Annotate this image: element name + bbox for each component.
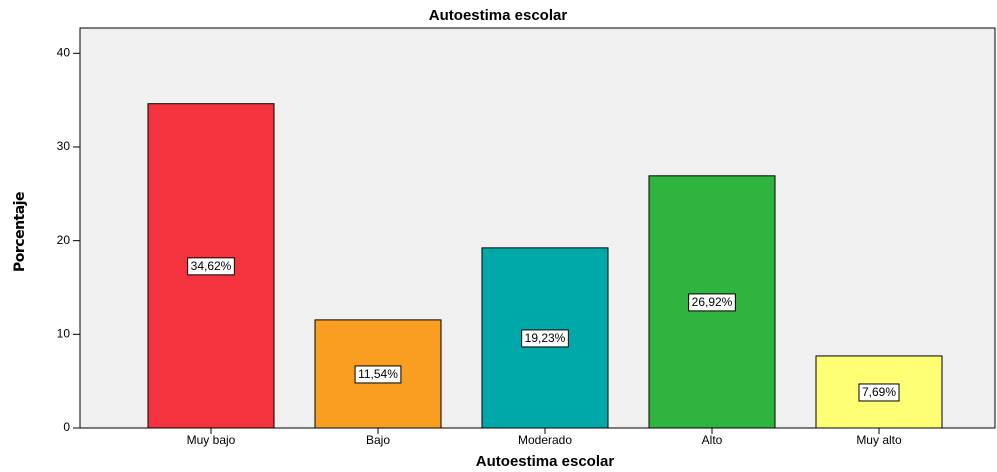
x-tick-label: Muy alto <box>856 433 902 447</box>
y-tick-label: 20 <box>57 233 71 247</box>
x-tick-label: Bajo <box>366 433 390 447</box>
data-label-box <box>521 329 569 348</box>
data-label-box <box>187 257 235 276</box>
data-label: 11,54% <box>358 367 398 381</box>
data-label: 34,62% <box>191 259 232 273</box>
y-tick-label: 0 <box>63 420 70 434</box>
x-tick-label: Moderado <box>518 433 572 447</box>
y-tick-label: 30 <box>57 139 71 153</box>
data-label: 19,23% <box>525 331 566 345</box>
data-label-box <box>354 365 402 384</box>
y-tick-label: 40 <box>57 45 71 59</box>
data-label: 26,92% <box>692 295 733 309</box>
x-tick-label: Muy bajo <box>187 433 236 447</box>
data-label: 7,69% <box>862 385 896 399</box>
data-label-box <box>858 383 900 402</box>
x-axis-title: Autoestima escolar <box>476 453 615 470</box>
data-label-box <box>688 293 736 312</box>
y-axis-title: Porcentaje <box>12 192 28 272</box>
x-tick-label: Alto <box>702 433 723 447</box>
y-tick-label: 10 <box>57 326 71 340</box>
chart-title: Autoestima escolar <box>429 7 568 24</box>
